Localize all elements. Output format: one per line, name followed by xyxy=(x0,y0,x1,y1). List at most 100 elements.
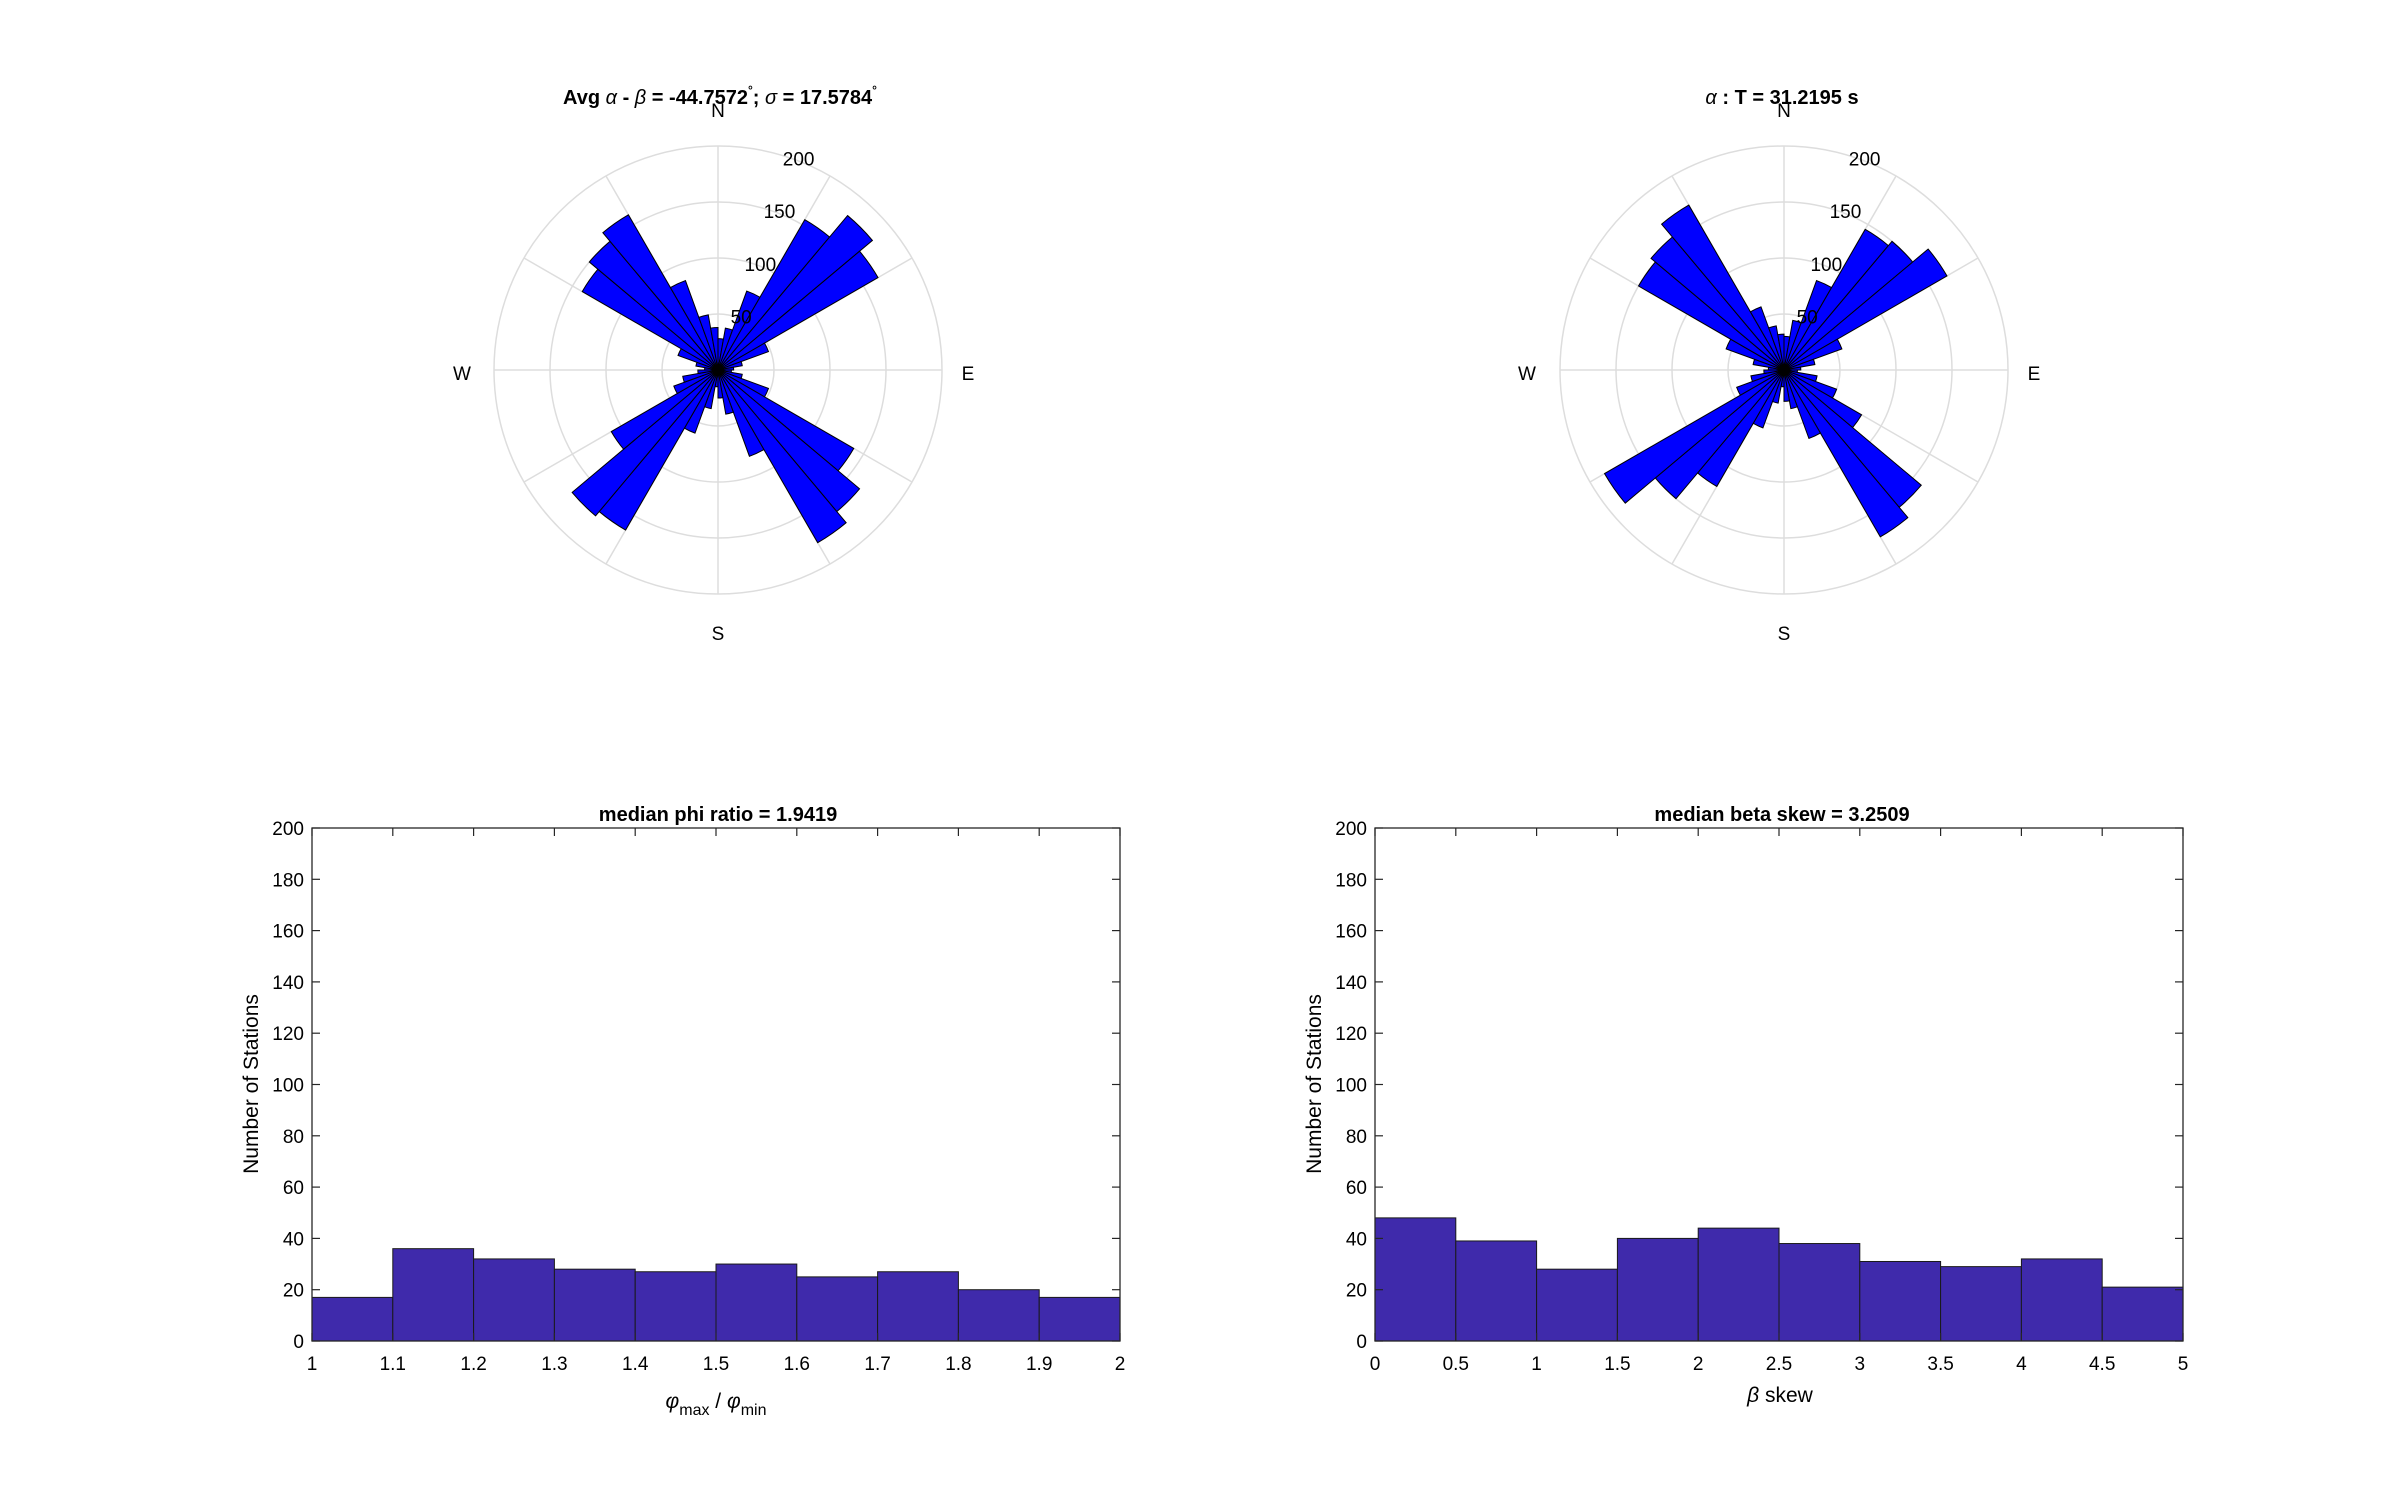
histogram-bar xyxy=(1455,1240,1538,1342)
radial-tick-labels: 50 100 150 200 xyxy=(1797,150,1881,329)
chart-title: α : T = 31.2195 s xyxy=(1705,87,1858,109)
rose-wedge xyxy=(1735,369,1785,396)
rose-wedge xyxy=(602,214,719,371)
histogram-beta-skew: median beta skew = 3.2509 0 0.5 1 1.5 2 2.5 3 3… xyxy=(1303,804,2188,1407)
y-tick-label: 140 xyxy=(272,973,304,994)
y-tick-label: 80 xyxy=(283,1127,304,1148)
rose-wedge xyxy=(571,369,719,517)
histogram-bar xyxy=(877,1271,959,1342)
rose-wedge xyxy=(682,369,719,383)
x-tick-label: 0.5 xyxy=(1443,1354,1469,1375)
histogram-phi-ratio: median phi ratio = 1.9419 1 1.1 1.2 1.3 1.4 1… xyxy=(240,804,1125,1419)
histogram-bar xyxy=(1697,1227,1780,1342)
x-tick-label: 1.7 xyxy=(864,1354,890,1375)
rose-wedge xyxy=(697,369,719,375)
rose-plot-alpha-minus-beta: Avg α - β = -44.7572°; σ = 17.5784° 50 10… xyxy=(453,83,974,645)
rose-wedge xyxy=(710,326,719,371)
x-tick-label: 4.5 xyxy=(2089,1354,2115,1375)
y-tick-label: 20 xyxy=(283,1281,304,1302)
y-tick-label: 80 xyxy=(1346,1127,1367,1148)
rose-wedge xyxy=(1603,369,1785,504)
y-tick-label: 40 xyxy=(1346,1229,1367,1250)
y-tick-label: 180 xyxy=(1335,870,1367,891)
y-tick-label: 100 xyxy=(1335,1076,1367,1097)
rose-wedge xyxy=(698,314,719,371)
y-tick-label: 200 xyxy=(1335,819,1367,840)
rose-wedge xyxy=(1783,369,1791,402)
y-tick-label: 100 xyxy=(272,1076,304,1097)
x-tick-label: 4 xyxy=(2016,1354,2027,1375)
rose-wedge xyxy=(1783,338,1843,371)
x-axis-label: β skew xyxy=(1746,1384,1814,1407)
x-tick-label: 1.5 xyxy=(1604,1354,1630,1375)
histogram-bar xyxy=(473,1258,555,1342)
histogram-bar xyxy=(1536,1268,1618,1342)
y-tick-label: 0 xyxy=(1356,1332,1367,1353)
histogram-bar xyxy=(1778,1243,1861,1342)
chart-title: median phi ratio = 1.9419 xyxy=(599,804,837,826)
radial-tick-label: 200 xyxy=(1849,150,1881,171)
radial-tick-label: 150 xyxy=(764,202,796,223)
x-tick-label: 5 xyxy=(2178,1354,2189,1375)
radial-tick-label: 50 xyxy=(1797,307,1818,328)
y-tick-label: 200 xyxy=(272,819,304,840)
radial-tick-label: 100 xyxy=(744,255,776,276)
x-tick-label: 1.5 xyxy=(703,1354,729,1375)
rose-wedge xyxy=(1749,306,1785,371)
histogram-bar xyxy=(553,1268,636,1342)
compass-west: W xyxy=(453,364,471,385)
y-tick-label: 60 xyxy=(283,1178,304,1199)
rose-wedge xyxy=(717,214,874,371)
rose-wedge xyxy=(1777,333,1785,371)
rose-plot-alpha: α : T = 31.2195 s 50 100 150 200 N E S W xyxy=(1518,87,2040,645)
axis-ticks: 1 1.1 1.2 1.3 1.4 1.5 1.6 1.7 1.8 1.9 202040608010… xyxy=(272,819,1125,1375)
y-tick-label: 180 xyxy=(272,870,304,891)
radial-tick-label: 100 xyxy=(1810,255,1842,276)
radial-tick-label: 50 xyxy=(731,307,752,328)
compass-south: S xyxy=(1778,624,1791,645)
rose-wedge xyxy=(717,250,879,371)
x-tick-label: 1.2 xyxy=(460,1354,486,1375)
y-tick-label: 60 xyxy=(1346,1178,1367,1199)
rose-wedge xyxy=(1750,369,1785,383)
compass-west: W xyxy=(1518,364,1536,385)
compass-south: S xyxy=(712,624,725,645)
histogram-bars xyxy=(311,1248,1121,1342)
x-tick-label: 1.1 xyxy=(380,1354,406,1375)
x-tick-label: 3.5 xyxy=(1927,1354,1953,1375)
rose-wedge xyxy=(717,342,770,371)
x-tick-label: 1.8 xyxy=(945,1354,971,1375)
histogram-bar xyxy=(1940,1266,2022,1342)
x-tick-label: 2 xyxy=(1115,1354,1126,1375)
rose-wedge xyxy=(1783,369,1909,538)
x-tick-label: 1.9 xyxy=(1026,1354,1052,1375)
histogram-bar xyxy=(2020,1258,2103,1342)
rose-wedge xyxy=(717,369,765,457)
y-tick-label: 120 xyxy=(1335,1024,1367,1045)
histogram-bars xyxy=(1374,1217,2184,1342)
histogram-bar xyxy=(1616,1237,1699,1342)
x-axis-label: φmax / φmin xyxy=(666,1390,767,1419)
compass-north: N xyxy=(1777,101,1791,122)
rose-wedge xyxy=(610,369,719,450)
rose-wedge xyxy=(1763,369,1785,375)
rose-wedge xyxy=(717,369,734,415)
rose-wedge xyxy=(1660,204,1785,371)
rose-wedge xyxy=(717,366,735,371)
histogram-bar xyxy=(311,1296,394,1342)
rose-wedge xyxy=(673,369,719,395)
rose-wedge xyxy=(1783,369,1799,410)
rose-wedge xyxy=(717,360,743,371)
rose-wedge xyxy=(598,369,719,531)
y-axis-label: Number of Stations xyxy=(1303,994,1326,1174)
histogram-bar xyxy=(715,1263,798,1342)
axis-ticks: 0 0.5 1 1.5 2 2.5 3 3.5 4 4.5 5 0 20 40 60 80 100 120 140 1… xyxy=(1335,819,2188,1375)
histogram-bar xyxy=(1374,1217,1457,1342)
compass-east: E xyxy=(2028,364,2041,385)
rose-wedge xyxy=(1783,366,1802,371)
rose-wedge xyxy=(1783,248,1948,371)
chart-title: Avg α - β = -44.7572°; σ = 17.5784° xyxy=(563,83,877,109)
y-tick-label: 40 xyxy=(283,1229,304,1250)
x-tick-label: 1.4 xyxy=(622,1354,649,1375)
x-tick-label: 1 xyxy=(1531,1354,1542,1375)
